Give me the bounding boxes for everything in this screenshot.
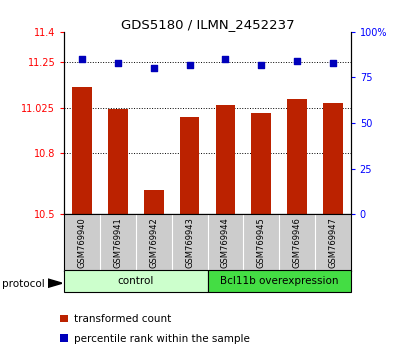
Text: GSM769947: GSM769947 — [328, 217, 337, 268]
Text: GSM769943: GSM769943 — [185, 217, 194, 268]
Text: GSM769945: GSM769945 — [257, 217, 266, 268]
Bar — [72, 86, 92, 214]
Bar — [180, 117, 200, 214]
Text: GSM769941: GSM769941 — [114, 217, 122, 268]
Text: GSM769942: GSM769942 — [149, 217, 158, 268]
Bar — [64, 270, 208, 292]
Bar — [108, 109, 128, 214]
Text: GSM769940: GSM769940 — [78, 217, 87, 268]
Point — [151, 65, 157, 71]
Text: GSM769946: GSM769946 — [293, 217, 301, 268]
Point — [258, 62, 264, 68]
Bar — [208, 270, 351, 292]
Point — [186, 62, 193, 68]
Text: percentile rank within the sample: percentile rank within the sample — [74, 334, 250, 344]
Text: control: control — [118, 276, 154, 286]
Point — [330, 60, 336, 66]
Title: GDS5180 / ILMN_2452237: GDS5180 / ILMN_2452237 — [121, 18, 294, 31]
Bar — [251, 113, 271, 214]
Polygon shape — [48, 279, 62, 287]
Bar — [215, 105, 235, 214]
Point — [79, 56, 85, 62]
Text: GSM769944: GSM769944 — [221, 217, 230, 268]
Point — [294, 58, 300, 64]
Point — [222, 56, 229, 62]
Bar — [323, 103, 343, 214]
Bar — [287, 99, 307, 214]
Text: Bcl11b overexpression: Bcl11b overexpression — [220, 276, 338, 286]
Bar — [144, 190, 164, 214]
Point — [115, 60, 121, 66]
Text: protocol: protocol — [2, 279, 45, 289]
Text: transformed count: transformed count — [74, 314, 171, 324]
